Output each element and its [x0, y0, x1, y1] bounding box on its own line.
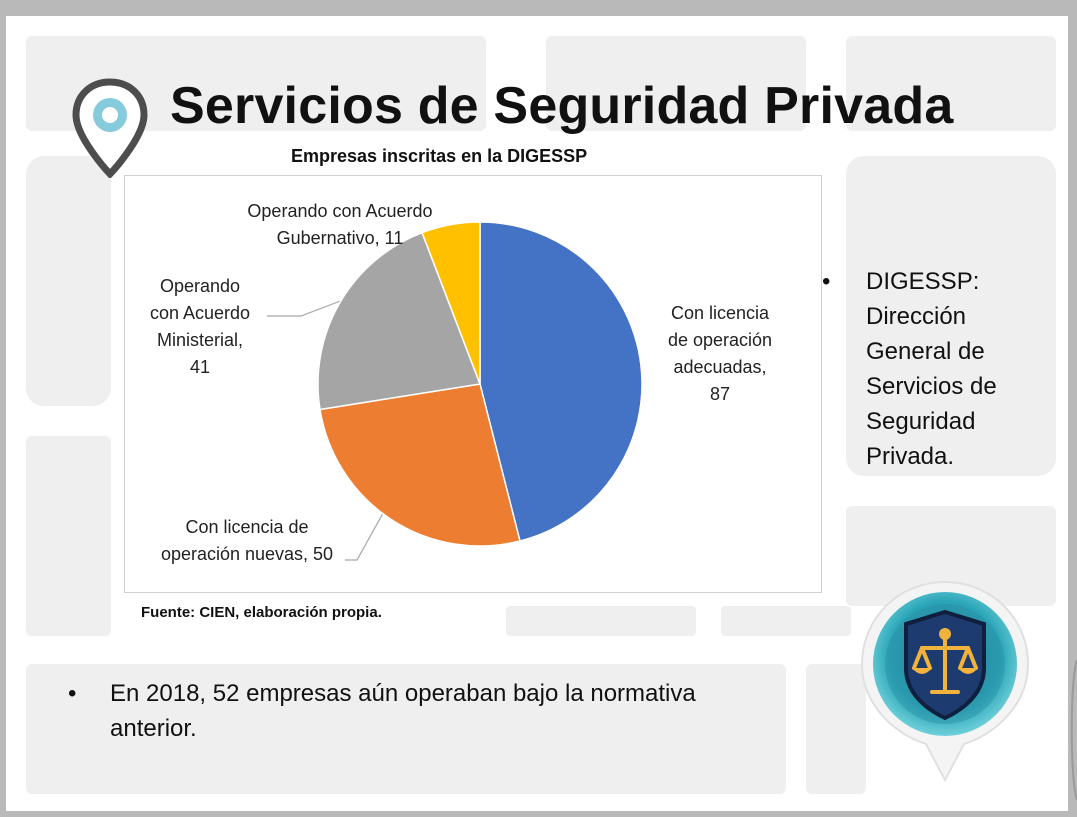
slice-label-line: Con licencia [670, 303, 770, 323]
chart-source: Fuente: CIEN, elaboración propia. [141, 604, 382, 621]
leader-line-ministerial [267, 299, 344, 317]
pie-slice-3 [421, 221, 481, 385]
slide: Servicios de Seguridad Privada Empresas … [6, 16, 1068, 811]
slice-label-line: Ministerial, [156, 330, 244, 350]
page-curl-edge [1070, 660, 1077, 800]
slice-label-nuevas: Con licencia de operación nuevas, 50 [137, 514, 357, 568]
pie-slice-0 [479, 221, 643, 542]
slice-label-line: 87 [709, 384, 731, 404]
slice-label-adecuadas: Con licencia de operación adecuadas, 87 [645, 300, 795, 408]
chart-title: Empresas inscritas en la DIGESSP [291, 146, 588, 166]
slice-label-line: Operando [159, 276, 241, 296]
pie-chart: Con licencia de operación adecuadas, 87 Con… [124, 175, 822, 593]
bottom-bullet: • En 2018, 52 empresas aún operaban bajo… [68, 676, 788, 746]
bullet-symbol: • [68, 680, 77, 707]
slice-label-line: 41 [189, 357, 211, 377]
pie-chart-plot [267, 221, 643, 561]
slice-label-line: Gubernativo, 11 [276, 228, 404, 248]
side-bullet-text: DIGESSP: Dirección General de Servicios … [866, 268, 997, 470]
slide-title: Servicios de Seguridad Privada [170, 77, 954, 135]
scales-of-justice-icon [860, 580, 1030, 783]
slice-label-line: Con licencia de [185, 517, 309, 537]
slice-label-line: operación nuevas, 50 [160, 544, 334, 564]
slice-label-line: Operando con Acuerdo [247, 201, 433, 221]
slice-label-line: con Acuerdo [149, 303, 251, 323]
leader-line-nuevas [345, 505, 388, 561]
slice-label-line: de operación [667, 330, 773, 350]
map-background [26, 36, 1056, 794]
slice-label-ministerial: Operando con Acuerdo Ministerial, 41 [140, 273, 260, 381]
slice-label-line: adecuadas, [673, 357, 767, 377]
pie-slice-2 [317, 231, 482, 411]
bullet-symbol: • [822, 268, 831, 295]
side-bullet: • DIGESSP: Dirección General de Servicio… [822, 264, 1022, 474]
location-pin-icon [72, 78, 148, 178]
pie-slice-1 [319, 383, 521, 547]
bottom-bullet-text: En 2018, 52 empresas aún operaban bajo l… [110, 680, 696, 742]
slice-label-gubernativo: Operando con Acuerdo Gubernativo, 11 [225, 198, 455, 252]
